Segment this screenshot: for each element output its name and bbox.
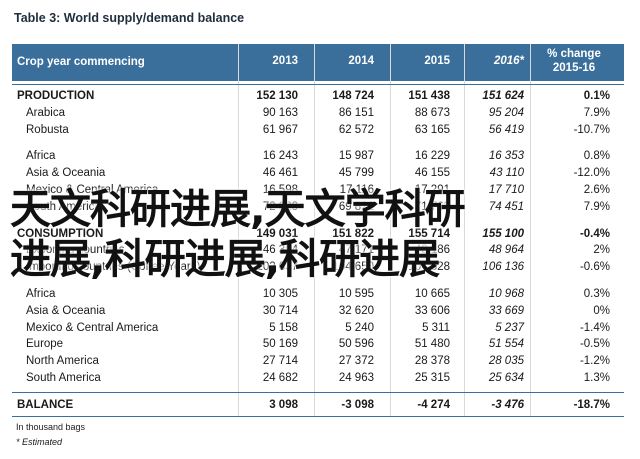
table-row: North America 27 714 27 372 28 378 28 03… bbox=[26, 355, 610, 368]
overlay-line2: 进展,科研进展,科研进展 bbox=[10, 235, 440, 283]
rule-balance-top bbox=[12, 392, 624, 393]
table-row: Robusta 61 967 62 572 63 165 56 419 -10.… bbox=[26, 123, 610, 136]
table-title: Table 3: World supply/demand balance bbox=[14, 11, 245, 25]
header-year-2016: 2016* bbox=[493, 55, 524, 67]
header-year-2013: 2013 bbox=[272, 55, 298, 67]
table-row: Asia & Oceania 46 461 45 799 46 155 43 1… bbox=[26, 167, 610, 180]
table-row: Asia & Oceania 30 714 32 620 33 606 33 6… bbox=[26, 304, 610, 317]
overlay-line1: 天文科研进展,天文学科研 bbox=[10, 185, 466, 233]
header-label: Crop year commencing bbox=[17, 56, 145, 68]
header-year-2014: 2014 bbox=[348, 55, 374, 67]
table-row: Importing countries (Coffee Years) 102 6… bbox=[26, 261, 610, 274]
table-row-balance: BALANCE 3 098 -3 098 -4 274 -3 476 -18.7… bbox=[17, 398, 610, 411]
table-row: Exporting countries 46 394 47 171 48 186… bbox=[26, 244, 610, 257]
table-row: Arabica 90 163 86 151 88 673 95 204 7.9% bbox=[26, 106, 610, 119]
rule-top bbox=[12, 84, 624, 85]
header-change: % change 2015-16 bbox=[534, 47, 614, 75]
watermark-overlay-text: 天文科研进展,天文学科研 进展,科研进展,科研进展 bbox=[10, 184, 610, 284]
table-header: Crop year commencing 2013 2014 2015 2016… bbox=[12, 44, 624, 81]
table-row: CONSUMPTION 149 031 151 822 155 714 155 … bbox=[17, 227, 610, 240]
footnote-estimated: * Estimated bbox=[16, 437, 63, 447]
table-row: Europe 50 169 50 596 51 480 51 554 -0.5% bbox=[26, 338, 610, 351]
table-row: Africa 16 243 15 987 16 229 16 353 0.8% bbox=[26, 150, 610, 163]
header-change-line1: % change bbox=[547, 48, 601, 60]
rule-bottom bbox=[12, 416, 624, 417]
footnote-unit: In thousand bags bbox=[16, 422, 86, 432]
table-body: PRODUCTION 152 130 148 724 151 438 151 6… bbox=[12, 88, 624, 414]
table-row: Africa 10 305 10 595 10 665 10 968 0.3% bbox=[26, 287, 610, 300]
table-row: Mexico & Central America 16 598 17 116 1… bbox=[26, 183, 610, 196]
table-row: South America 24 682 24 963 25 315 25 63… bbox=[26, 371, 610, 384]
table-row: South America 72 828 69 822 71 763 74 45… bbox=[26, 200, 610, 213]
header-change-line2: 2015-16 bbox=[552, 62, 596, 74]
table-row: Mexico & Central America 5 158 5 240 5 3… bbox=[26, 321, 610, 334]
header-year-2015: 2015 bbox=[424, 55, 450, 67]
table-row: PRODUCTION 152 130 148 724 151 438 151 6… bbox=[17, 90, 610, 102]
